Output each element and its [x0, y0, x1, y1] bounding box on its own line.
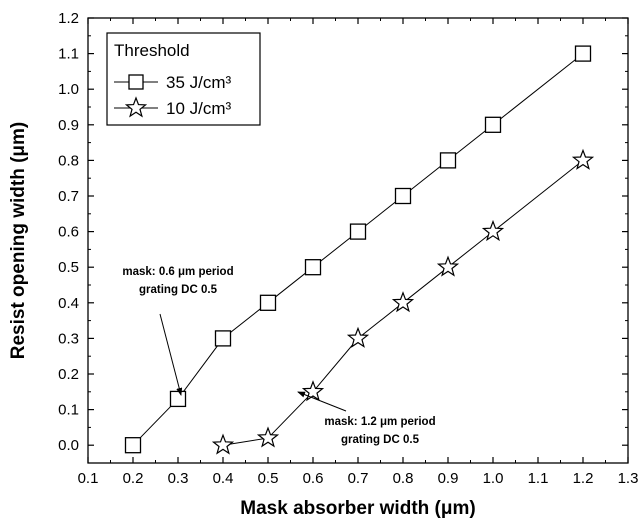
data-point-square: [439, 152, 457, 169]
x-tick-label: 1.1: [528, 470, 549, 487]
axis-ticks: 0.1 0.2 0.3 0.4 0.5 0.6 0.7 0.8 0.9 1.0 1.1 1.2 1.3 0…: [58, 10, 638, 487]
x-tick-label: 1.3: [618, 470, 639, 487]
data-point-square: [259, 294, 277, 311]
legend-label: 10 J/cm³: [166, 99, 232, 118]
annotation-2: mask: 1.2 μm period grating DC 0.5: [297, 391, 436, 446]
x-tick-label: 0.5: [258, 470, 279, 487]
series-layer: [124, 45, 595, 455]
annotation-arrow: [159, 313, 183, 396]
x-axis-title: Mask absorber width (μm): [240, 498, 475, 519]
data-point-square: [128, 74, 144, 90]
annotation-text: grating DC 0.5: [341, 434, 420, 446]
data-point-star: [436, 255, 460, 277]
data-point-star: [124, 96, 148, 118]
x-tick-label: 0.9: [438, 470, 459, 487]
x-tick-label: 1.2: [573, 470, 594, 487]
data-point-star: [301, 380, 325, 402]
x-tick-label: 0.7: [348, 470, 369, 487]
series-line: [222, 160, 584, 446]
x-tick-label: 0.3: [168, 470, 189, 487]
legend: Threshold 35 J/cm³ 10 J/cm³: [106, 32, 261, 126]
series-star: [211, 148, 595, 455]
data-point-square: [394, 187, 412, 205]
x-tick-label: 0.4: [213, 470, 234, 487]
data-point-square: [349, 223, 367, 240]
legend-entry: 35 J/cm³: [114, 73, 232, 92]
data-point-star: [391, 291, 415, 313]
data-point-star: [481, 219, 505, 242]
legend-label: 35 J/cm³: [166, 73, 232, 92]
y-tick-label: 0.0: [58, 437, 79, 454]
annotation-text: mask: 1.2 μm period: [324, 416, 435, 428]
y-tick-label: 0.3: [58, 330, 79, 347]
y-tick-label: 0.4: [58, 295, 79, 312]
data-point-square: [214, 330, 232, 347]
annotation-arrow: [297, 391, 347, 412]
annotation-1: mask: 0.6 μm period grating DC 0.5: [122, 266, 234, 396]
legend-entry: 10 J/cm³: [114, 96, 232, 118]
y-tick-label: 0.5: [58, 259, 79, 276]
x-tick-label: 0.8: [393, 470, 414, 487]
y-tick-label: 1.2: [58, 10, 79, 27]
data-point-star: [256, 426, 280, 448]
data-point-star: [571, 148, 595, 170]
annotation-text: mask: 0.6 μm period: [122, 266, 233, 278]
y-tick-label: 1.1: [58, 46, 79, 63]
data-point-square: [484, 116, 502, 133]
data-point-square: [574, 45, 592, 62]
x-tick-label: 0.2: [123, 470, 144, 487]
data-point-square: [124, 437, 142, 454]
series-line: [132, 53, 584, 446]
x-tick-label: 0.6: [303, 470, 324, 487]
y-axis-title: Resist opening width (μm): [8, 122, 29, 360]
data-point-star: [346, 326, 370, 348]
y-tick-label: 0.7: [58, 188, 79, 205]
series-square: [124, 45, 592, 454]
y-tick-label: 0.9: [58, 117, 79, 134]
data-point-star: [211, 433, 235, 455]
y-tick-label: 0.2: [58, 366, 79, 383]
x-tick-label: 0.1: [78, 470, 99, 487]
y-tick-label: 1.0: [58, 81, 79, 98]
data-point-square: [169, 390, 187, 408]
annotation-text: grating DC 0.5: [139, 284, 218, 296]
y-tick-label: 0.8: [58, 152, 79, 169]
data-point-square: [304, 259, 322, 276]
legend-title: Threshold: [114, 41, 190, 60]
x-tick-label: 1.0: [483, 470, 504, 487]
y-tick-label: 0.1: [58, 402, 79, 419]
y-tick-label: 0.6: [58, 224, 79, 241]
